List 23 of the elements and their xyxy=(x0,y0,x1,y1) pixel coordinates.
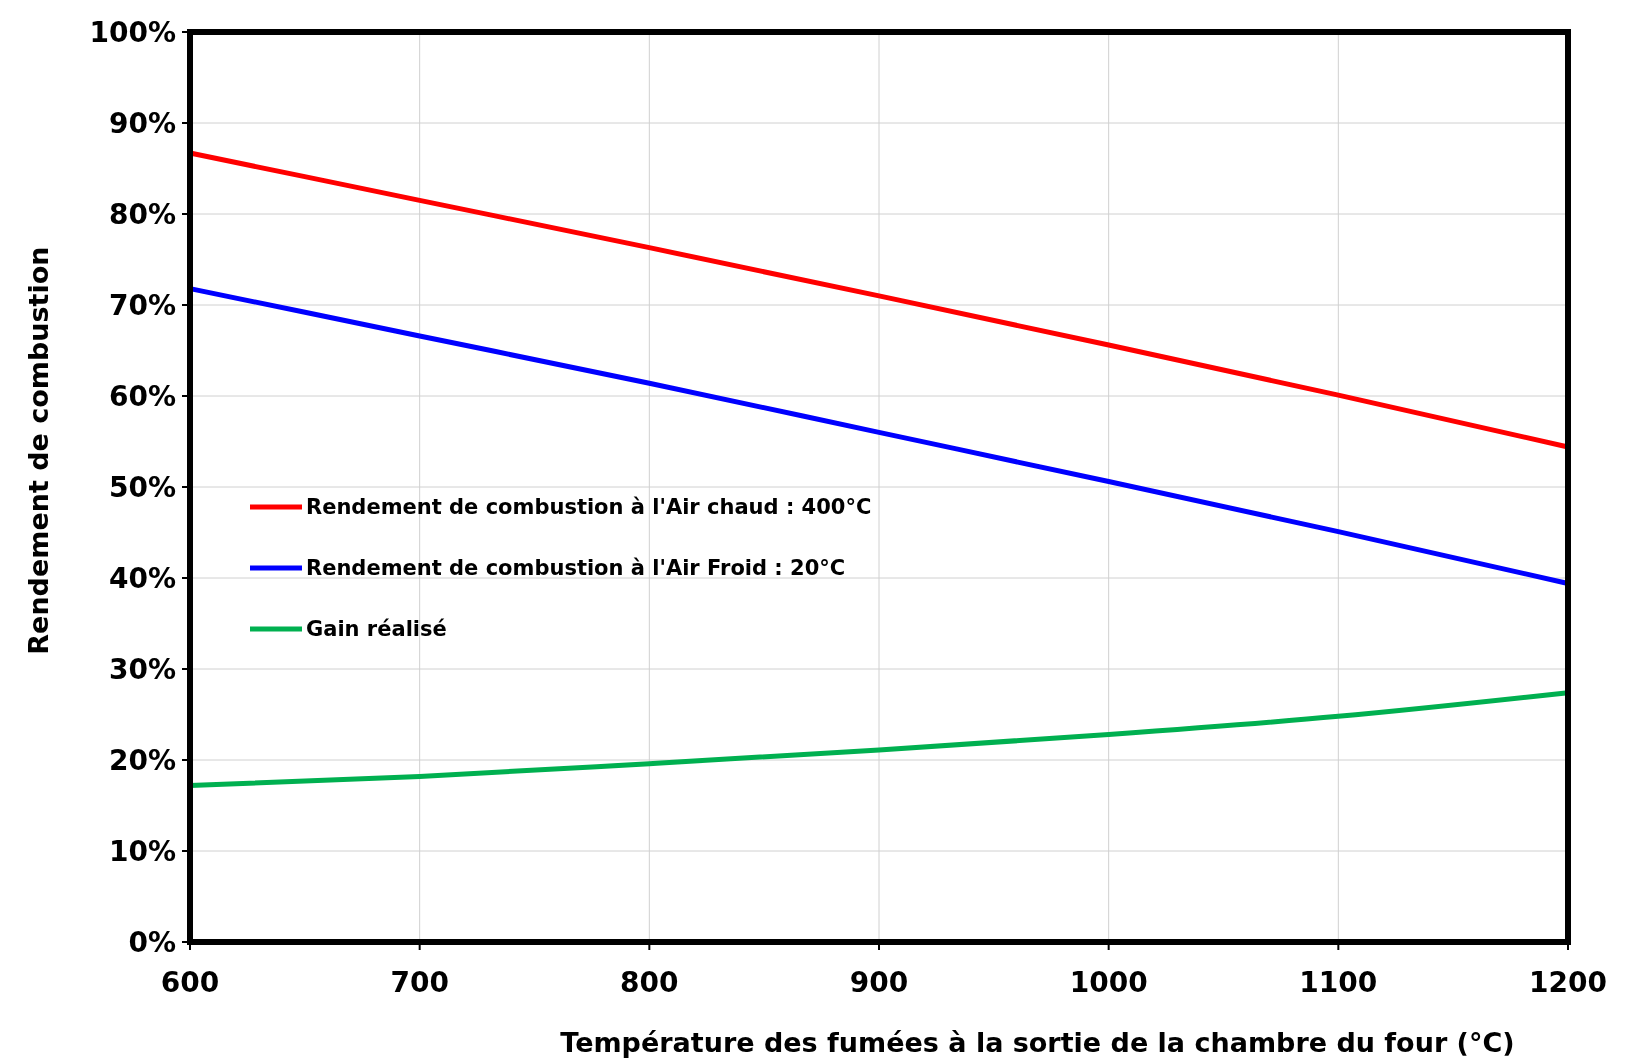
y-tick-label: 70% xyxy=(108,288,176,322)
x-tick-label: 1200 xyxy=(1529,966,1607,999)
legend-label: Rendement de combustion à l'Air Froid : 20°C xyxy=(306,556,846,581)
y-tick-label: 50% xyxy=(108,470,176,504)
legend-label: Gain réalisé xyxy=(306,617,447,642)
y-tick-label: 60% xyxy=(108,379,176,413)
y-tick-label: 90% xyxy=(108,106,176,140)
y-tick-label: 0% xyxy=(128,925,176,959)
x-tick-label: 1100 xyxy=(1299,966,1378,999)
legend-label: Rendement de combustion à l'Air chaud : 400°C xyxy=(306,495,872,520)
x-tick-label: 1000 xyxy=(1069,966,1148,999)
x-axis-title: Température des fumées à la sortie de la chambre du four (°C) xyxy=(560,1027,1515,1058)
x-tick-label: 800 xyxy=(620,966,679,999)
y-axis-title: Rendement de combustion xyxy=(23,246,54,655)
x-tick-label: 700 xyxy=(390,966,449,999)
y-tick-label: 30% xyxy=(108,652,176,686)
y-tick-label: 80% xyxy=(108,197,176,231)
x-tick-label: 900 xyxy=(849,966,909,999)
y-tick-label: 100% xyxy=(89,15,176,49)
y-tick-label: 40% xyxy=(108,561,176,595)
y-tick-label: 20% xyxy=(108,743,176,777)
y-tick-label: 10% xyxy=(108,834,176,868)
x-tick-label: 600 xyxy=(160,966,220,999)
